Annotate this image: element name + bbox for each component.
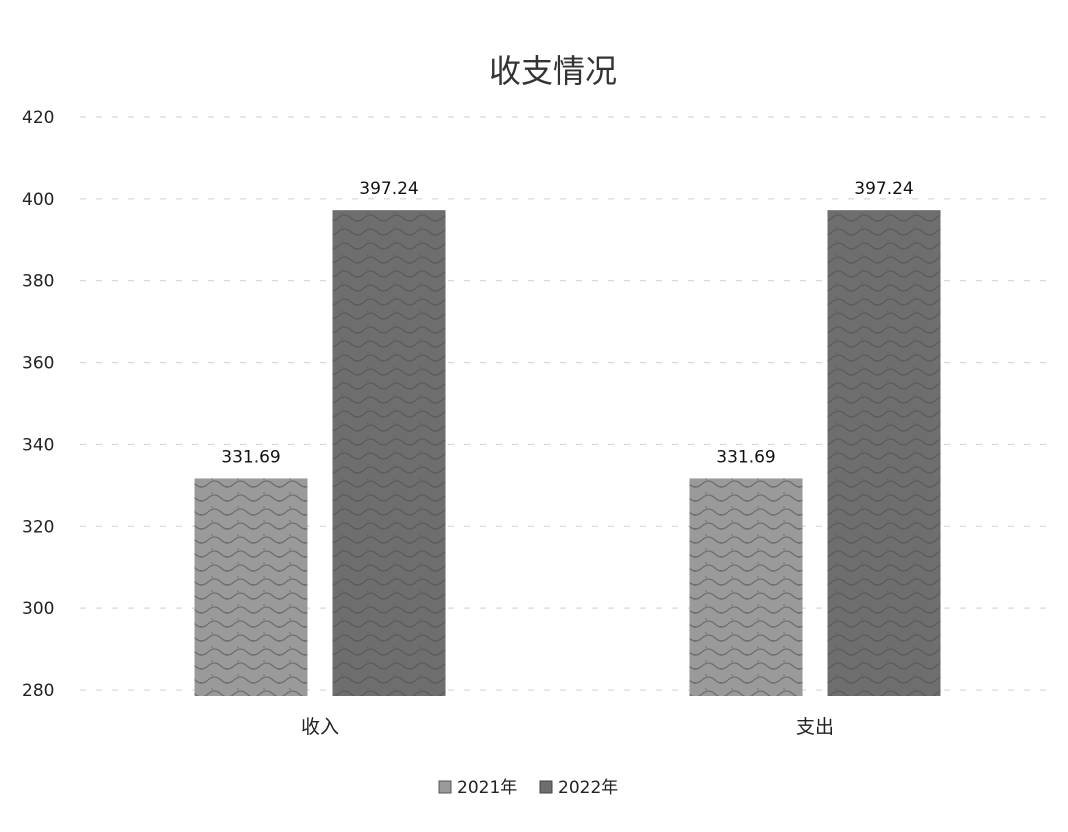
legend-label-2022: 2022年 (558, 778, 618, 798)
plot-area: 331.69 397.24 331.69 397.24 (194, 179, 941, 696)
bar-texture (194, 478, 308, 696)
legend: 2021年 2022年 (438, 778, 618, 798)
x-tick-label: 支出 (796, 716, 834, 738)
y-tick-label: 380 (22, 272, 54, 292)
data-label: 397.24 (854, 179, 913, 199)
y-axis: 280 300 320 340 360 380 400 420 (22, 108, 54, 701)
legend-swatch-2022 (539, 780, 553, 794)
bar-texture (827, 210, 941, 696)
bar-texture (332, 210, 446, 696)
y-tick-label: 320 (22, 517, 54, 537)
legend-label-2021: 2021年 (457, 778, 517, 798)
y-tick-label: 340 (22, 435, 54, 455)
legend-swatch-2021 (438, 780, 452, 794)
data-label: 331.69 (221, 447, 280, 467)
data-label: 397.24 (359, 179, 418, 199)
y-tick-label: 360 (22, 354, 54, 374)
y-tick-label: 420 (22, 108, 54, 128)
chart-title: 收支情况 (489, 52, 617, 90)
y-tick-label: 300 (22, 599, 54, 619)
data-label: 331.69 (716, 447, 775, 467)
x-tick-label: 收入 (301, 716, 339, 738)
bar-texture (689, 478, 803, 696)
y-tick-label: 400 (22, 190, 54, 210)
x-axis: 收入 支出 (301, 716, 834, 738)
y-tick-label: 280 (22, 681, 54, 701)
